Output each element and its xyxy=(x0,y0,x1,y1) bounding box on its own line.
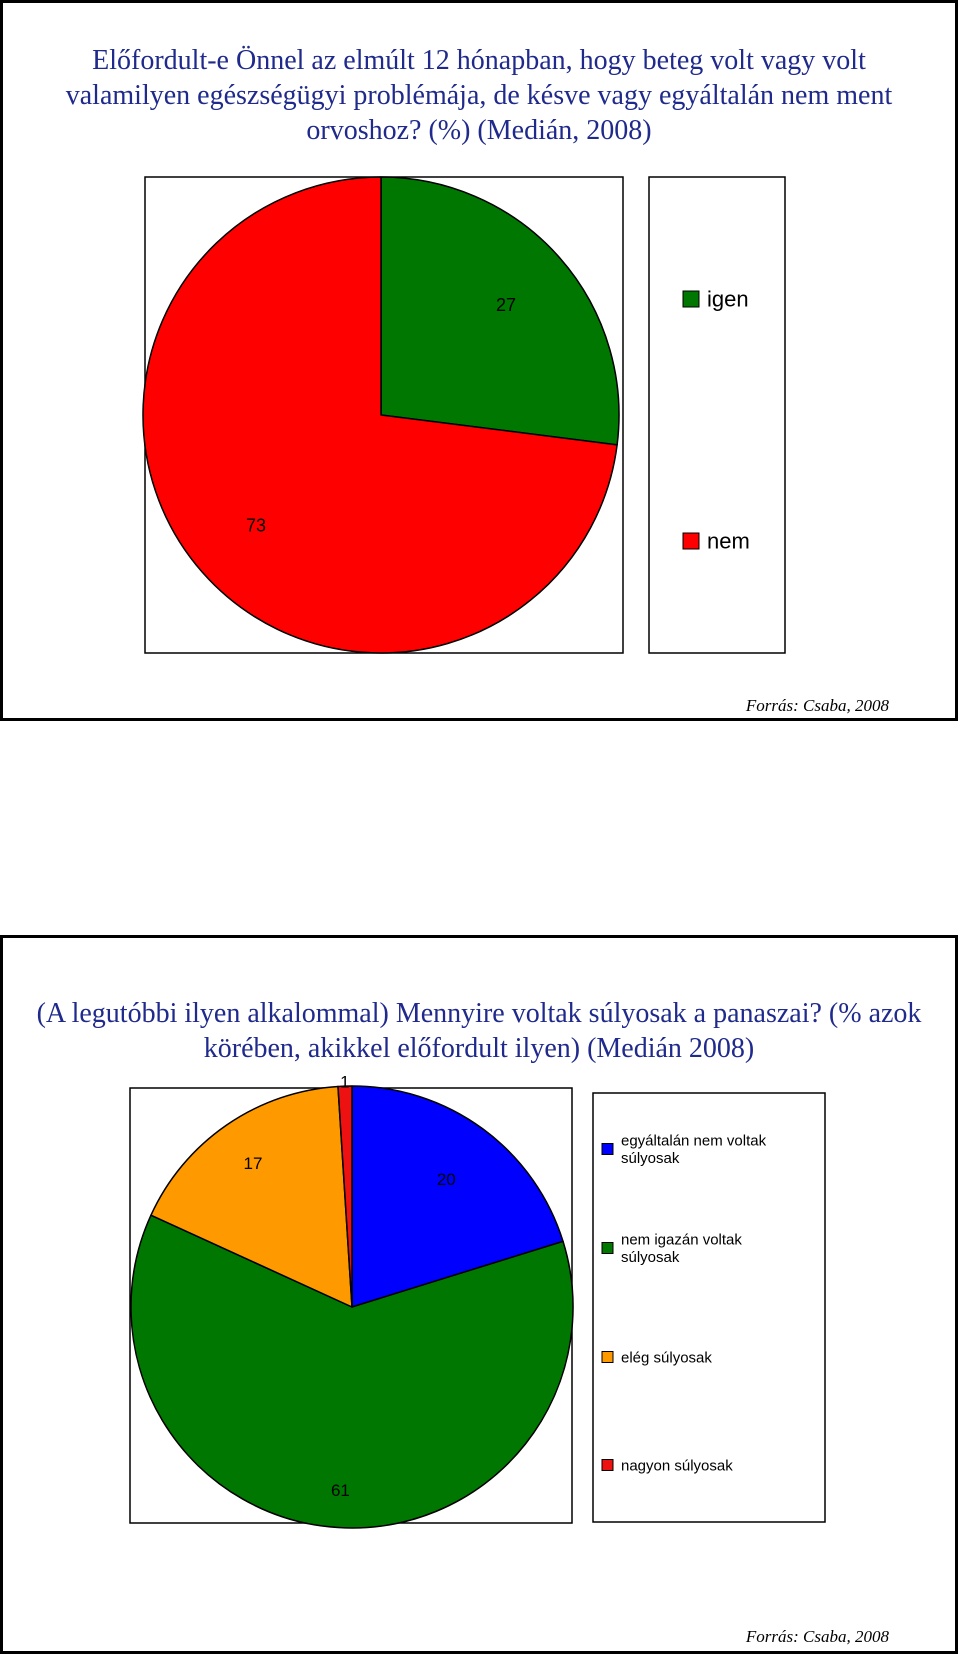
legend-label: igen xyxy=(707,287,749,312)
legend-swatch xyxy=(601,1459,614,1471)
data-label: 17 xyxy=(244,1154,263,1173)
data-label: 1 xyxy=(340,1073,349,1092)
legend-label: elég súlyosak xyxy=(621,1349,712,1366)
pie-slice-elég-súlyosak xyxy=(150,1085,353,1308)
pie-slice-igen xyxy=(380,176,620,446)
slide-2: (A legutóbbi ilyen alkalommal) Mennyire … xyxy=(0,935,958,1654)
legend-swatch xyxy=(682,532,700,550)
chart-title: (A legutóbbi ilyen alkalommal) Mennyire … xyxy=(36,998,922,1064)
data-label: 61 xyxy=(331,1481,350,1500)
pie-slice-egyáltalán-nem-voltak-súlyosak xyxy=(351,1085,564,1308)
pie-chart-2: 20 61 17 1 egyáltalán nem voltak súlyosak nem … xyxy=(129,1073,826,1529)
pie-slice-nagyon-súlyosak xyxy=(337,1085,353,1308)
pie-slice-nem-igazán-voltak-súlyosak xyxy=(130,1214,574,1529)
legend-swatch xyxy=(682,290,700,308)
legend-swatch xyxy=(601,1143,614,1155)
legend-label: nem xyxy=(707,529,750,554)
legend-box xyxy=(648,176,786,654)
legend-label: nem igazán voltak súlyosak xyxy=(621,1232,742,1266)
data-label: 73 xyxy=(246,516,266,536)
legend-label: egyáltalán nem voltak súlyosak xyxy=(621,1133,767,1167)
legend-label: nagyon súlyosak xyxy=(621,1457,733,1474)
slide-1: Előfordult-e Önnel az elmúlt 12 hónapban… xyxy=(0,0,958,721)
legend-box xyxy=(592,1092,826,1523)
legend-swatch xyxy=(601,1242,614,1254)
data-label: 20 xyxy=(437,1170,456,1189)
pie-slice-nem xyxy=(142,176,618,654)
data-label: 27 xyxy=(496,295,516,315)
pie-chart-1: 27 73 igen nem xyxy=(142,176,786,654)
legend-swatch xyxy=(601,1351,614,1363)
chart-title: Előfordult-e Önnel az elmúlt 12 hónapban… xyxy=(65,45,893,146)
source-note: Forrás: Csaba, 2008 xyxy=(745,696,889,715)
source-note: Forrás: Csaba, 2008 xyxy=(745,1627,889,1646)
